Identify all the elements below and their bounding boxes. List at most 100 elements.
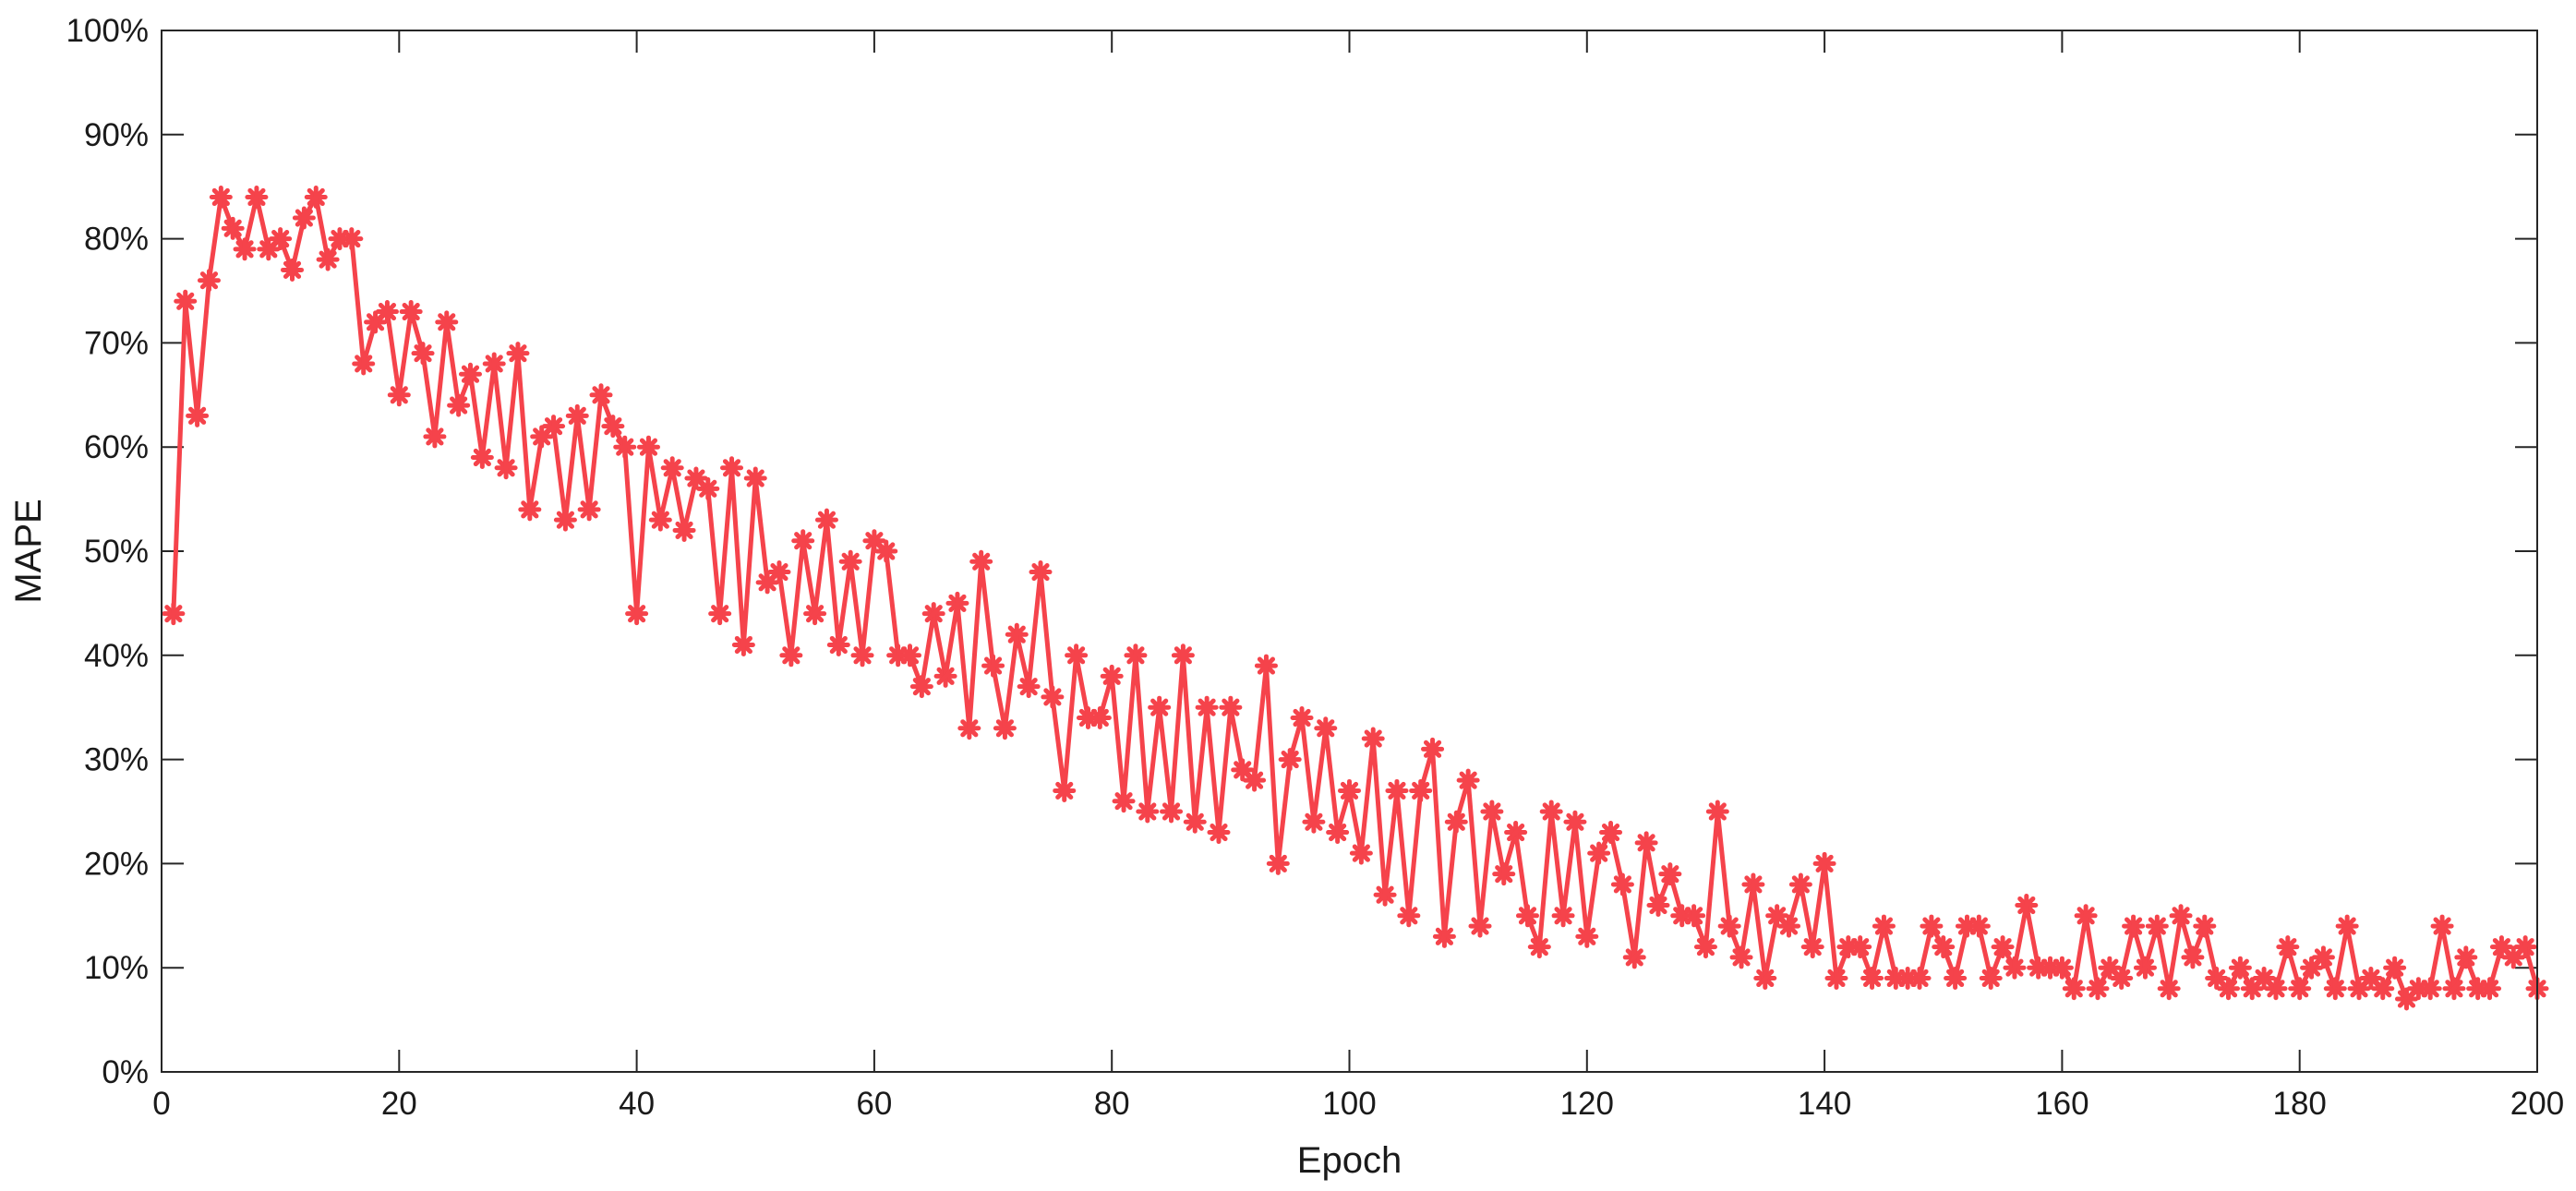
data-point bbox=[1266, 851, 1290, 875]
data-point bbox=[375, 300, 399, 324]
data-point bbox=[969, 549, 993, 573]
x-tick-label: 80 bbox=[1094, 1086, 1130, 1122]
data-point bbox=[625, 602, 649, 626]
data-point bbox=[1504, 821, 1528, 845]
data-point bbox=[1456, 768, 1480, 792]
x-tick-label: 100 bbox=[1322, 1086, 1376, 1122]
data-point bbox=[304, 185, 328, 209]
data-point bbox=[1278, 748, 1302, 772]
x-tick-label: 160 bbox=[2035, 1086, 2088, 1122]
y-axis-title: MAPE bbox=[8, 499, 49, 603]
plot-area-frame bbox=[161, 30, 2538, 1073]
data-point bbox=[850, 644, 874, 668]
data-point bbox=[1741, 872, 1765, 896]
data-point bbox=[1088, 705, 1112, 729]
data-point bbox=[1124, 644, 1148, 668]
data-point bbox=[553, 508, 577, 532]
y-tick-label: 100% bbox=[66, 13, 149, 49]
data-point bbox=[1444, 810, 1468, 834]
data-point bbox=[921, 602, 945, 626]
data-point bbox=[292, 206, 316, 230]
data-point bbox=[209, 185, 233, 209]
data-point bbox=[1302, 810, 1326, 834]
x-tick-label: 200 bbox=[2510, 1086, 2564, 1122]
data-point bbox=[1041, 685, 1065, 709]
data-point bbox=[174, 289, 198, 313]
data-point bbox=[1860, 966, 1884, 990]
data-point bbox=[1599, 821, 1623, 845]
data-point bbox=[233, 237, 257, 261]
x-tick-label: 20 bbox=[381, 1086, 417, 1122]
data-point bbox=[2110, 966, 2134, 990]
y-tick-label: 80% bbox=[84, 222, 149, 258]
data-point bbox=[1100, 664, 1124, 688]
x-tick-label: 120 bbox=[1560, 1086, 1614, 1122]
data-point bbox=[2003, 956, 2027, 980]
tick-labels-layer: 0 20 40 60 80 100 120 140 160 180 200 0% 10% 20% 30% 40… bbox=[66, 13, 2564, 1122]
data-point bbox=[281, 258, 305, 282]
data-point bbox=[1219, 695, 1243, 719]
data-point bbox=[791, 529, 815, 553]
data-point bbox=[1017, 675, 1041, 699]
data-point bbox=[660, 456, 684, 480]
x-tick-label: 60 bbox=[856, 1086, 892, 1122]
data-point bbox=[814, 508, 838, 532]
data-point bbox=[1361, 727, 1385, 751]
data-point bbox=[2335, 914, 2359, 938]
y-tick-label: 50% bbox=[84, 534, 149, 570]
data-point bbox=[1527, 935, 1551, 959]
data-point bbox=[1682, 904, 1706, 928]
data-point bbox=[981, 654, 1005, 678]
data-point bbox=[316, 247, 340, 271]
data-point bbox=[2015, 894, 2039, 918]
data-point bbox=[1788, 872, 1812, 896]
data-point bbox=[1765, 904, 1789, 928]
data-point bbox=[1551, 904, 1575, 928]
data-point bbox=[648, 508, 672, 532]
data-point bbox=[1171, 644, 1195, 668]
y-tick-label: 90% bbox=[84, 117, 149, 153]
data-point bbox=[1397, 904, 1421, 928]
x-tick-label: 40 bbox=[619, 1086, 655, 1122]
data-point bbox=[1646, 894, 1670, 918]
data-point bbox=[613, 435, 637, 459]
data-point bbox=[1373, 883, 1397, 907]
data-point bbox=[1539, 800, 1563, 824]
data-point bbox=[2086, 977, 2110, 1001]
data-point bbox=[1231, 758, 1255, 782]
data-point bbox=[2062, 977, 2086, 1001]
data-point bbox=[803, 602, 827, 626]
data-point bbox=[2371, 977, 2395, 1001]
data-point bbox=[1112, 789, 1136, 813]
data-point bbox=[1326, 821, 1350, 845]
data-point bbox=[2288, 977, 2312, 1001]
data-point bbox=[162, 602, 186, 626]
data-point bbox=[993, 716, 1017, 740]
data-point bbox=[494, 456, 518, 480]
data-point bbox=[423, 425, 447, 449]
data-point bbox=[672, 518, 696, 542]
data-point bbox=[1979, 966, 2003, 990]
data-point bbox=[1622, 945, 1646, 969]
data-point bbox=[2157, 977, 2181, 1001]
data-point bbox=[779, 644, 803, 668]
data-point bbox=[945, 591, 969, 615]
y-tick-label: 20% bbox=[84, 846, 149, 882]
data-point bbox=[1848, 935, 1872, 959]
data-point bbox=[2513, 935, 2537, 959]
data-point bbox=[2181, 945, 2205, 969]
data-point bbox=[1195, 695, 1219, 719]
data-point bbox=[696, 476, 720, 500]
data-point bbox=[2133, 956, 2157, 980]
y-tick-label: 10% bbox=[84, 950, 149, 986]
data-point bbox=[435, 310, 459, 334]
data-point bbox=[2050, 956, 2074, 980]
data-point bbox=[755, 571, 779, 595]
data-point bbox=[1812, 851, 1836, 875]
data-point bbox=[1991, 935, 2015, 959]
data-point bbox=[1967, 914, 1991, 938]
data-point bbox=[1634, 831, 1658, 855]
data-point bbox=[1468, 914, 1492, 938]
data-point bbox=[1492, 862, 1516, 886]
